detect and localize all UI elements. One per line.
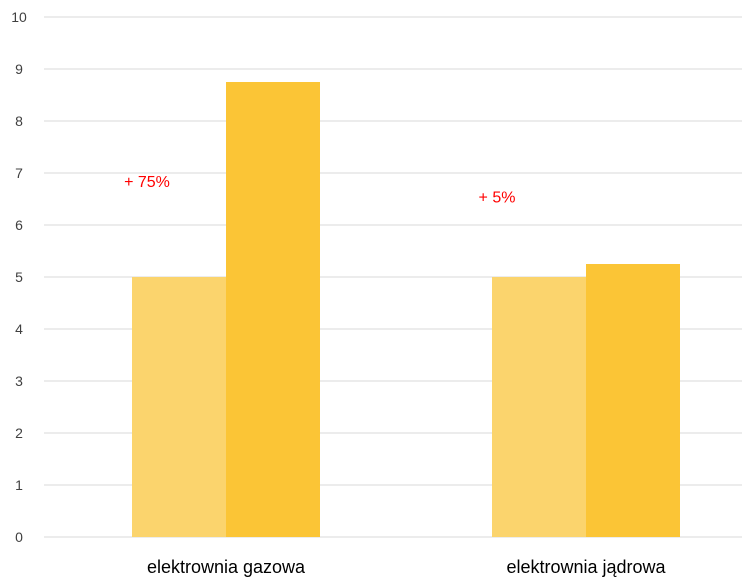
category-label: elektrownia gazowa bbox=[147, 557, 306, 577]
bars bbox=[132, 82, 680, 537]
y-tick-label: 8 bbox=[15, 113, 23, 129]
y-axis-tick-labels: 0 1 2 3 4 5 6 7 8 9 10 bbox=[11, 9, 27, 545]
y-tick-label: 4 bbox=[15, 321, 23, 337]
y-tick-label: 3 bbox=[15, 373, 23, 389]
category-label: elektrownia jądrowa bbox=[506, 557, 666, 577]
annotation-label: + 75% bbox=[124, 174, 170, 191]
y-tick-label: 6 bbox=[15, 217, 23, 233]
y-tick-label: 9 bbox=[15, 61, 23, 77]
bar-series-2 bbox=[226, 82, 320, 537]
annotations: + 75% + 5% bbox=[124, 174, 515, 207]
bar-series-2 bbox=[586, 264, 680, 537]
y-tick-label: 10 bbox=[11, 9, 27, 25]
y-tick-label: 2 bbox=[15, 425, 23, 441]
annotation-label: + 5% bbox=[479, 189, 516, 206]
bar-series-1 bbox=[132, 277, 226, 537]
y-tick-label: 0 bbox=[15, 529, 23, 545]
y-tick-label: 7 bbox=[15, 165, 23, 181]
y-tick-label: 1 bbox=[15, 477, 23, 493]
bar-series-1 bbox=[492, 277, 586, 537]
x-axis-category-labels: elektrownia gazowa elektrownia jądrowa bbox=[147, 557, 667, 577]
y-tick-label: 5 bbox=[15, 269, 23, 285]
